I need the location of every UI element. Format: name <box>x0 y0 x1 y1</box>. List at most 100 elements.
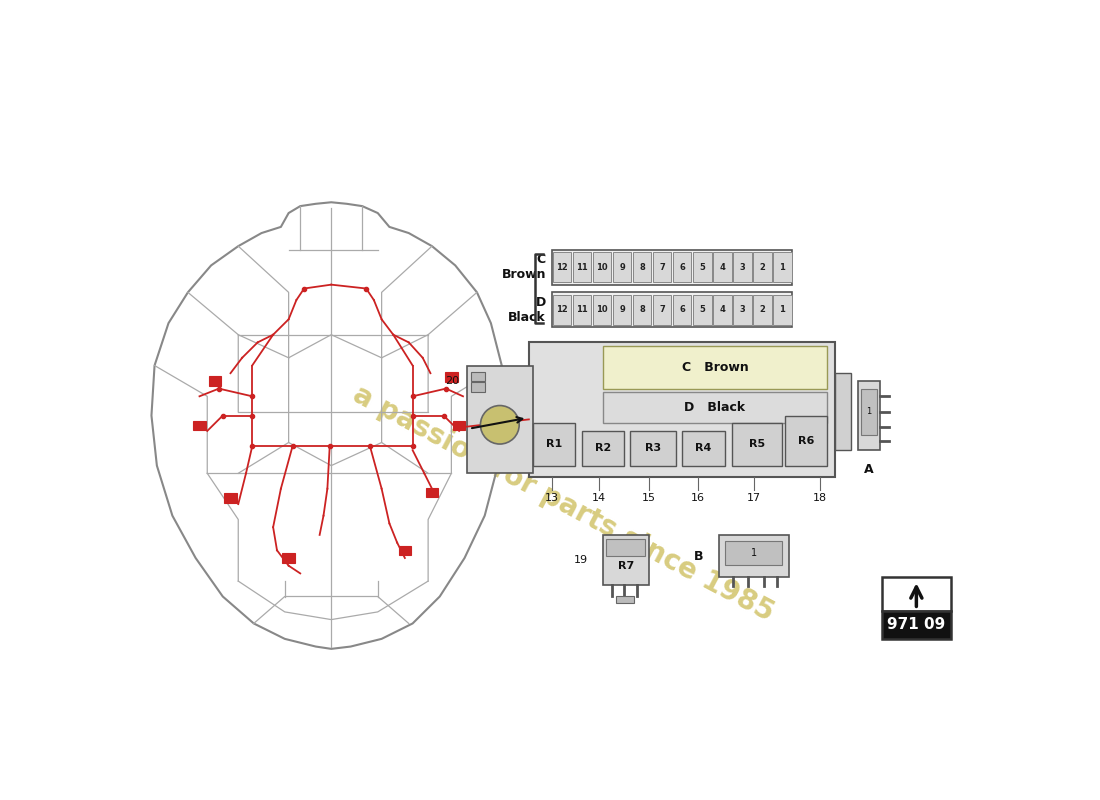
Bar <box>629 431 676 466</box>
Text: 7: 7 <box>659 305 666 314</box>
Text: 9: 9 <box>619 305 625 314</box>
Bar <box>693 252 712 282</box>
Text: 1: 1 <box>780 305 785 314</box>
Bar <box>773 294 792 325</box>
Text: 4: 4 <box>719 263 725 272</box>
Circle shape <box>481 406 519 444</box>
Text: R5: R5 <box>749 439 766 450</box>
Text: 8: 8 <box>639 263 645 272</box>
Bar <box>613 252 631 282</box>
Bar <box>733 252 751 282</box>
Bar <box>553 252 571 282</box>
Bar <box>573 252 592 282</box>
Bar <box>773 252 792 282</box>
Text: 7: 7 <box>659 263 666 272</box>
Bar <box>861 389 877 435</box>
Text: R6: R6 <box>798 435 814 446</box>
Bar <box>466 366 532 474</box>
Bar <box>426 488 438 497</box>
Bar <box>754 252 771 282</box>
Bar <box>632 294 651 325</box>
Text: R7: R7 <box>617 561 634 571</box>
Bar <box>881 578 952 611</box>
Bar <box>224 494 236 502</box>
Text: 9: 9 <box>619 263 625 272</box>
Bar <box>673 294 692 325</box>
Text: 11: 11 <box>576 263 588 272</box>
Text: 6: 6 <box>680 305 685 314</box>
Bar <box>582 431 624 466</box>
Bar <box>603 346 827 389</box>
Bar <box>725 541 782 565</box>
Bar <box>553 294 571 325</box>
Bar <box>471 382 485 392</box>
Text: 3: 3 <box>739 305 745 314</box>
Text: 1: 1 <box>780 263 785 272</box>
Text: 1: 1 <box>750 548 757 558</box>
Bar <box>529 342 835 477</box>
Bar <box>754 294 771 325</box>
Bar <box>835 373 850 450</box>
Bar <box>653 252 671 282</box>
Bar <box>593 252 612 282</box>
Text: 20: 20 <box>446 376 459 386</box>
Text: 5: 5 <box>700 305 705 314</box>
Bar <box>593 294 612 325</box>
Text: 4: 4 <box>719 305 725 314</box>
Text: 971 09: 971 09 <box>888 618 946 633</box>
Text: 10: 10 <box>596 305 608 314</box>
Text: C   Brown: C Brown <box>682 361 748 374</box>
Bar <box>613 294 631 325</box>
Bar <box>532 423 575 466</box>
Text: R3: R3 <box>645 443 661 454</box>
Bar <box>718 535 789 578</box>
Text: 6: 6 <box>680 263 685 272</box>
Bar <box>858 381 880 450</box>
Text: 5: 5 <box>700 263 705 272</box>
Bar <box>632 252 651 282</box>
Text: 15: 15 <box>642 493 656 502</box>
Text: 16: 16 <box>691 493 705 502</box>
Bar <box>732 423 782 466</box>
Text: 19: 19 <box>574 555 587 565</box>
Bar <box>682 431 725 466</box>
Text: 10: 10 <box>596 263 608 272</box>
Bar <box>733 294 751 325</box>
Bar <box>881 611 952 639</box>
Bar <box>606 538 645 556</box>
Bar <box>713 252 732 282</box>
Text: 1: 1 <box>867 407 871 416</box>
Text: R2: R2 <box>595 443 610 454</box>
Bar <box>603 535 649 585</box>
Bar <box>713 294 732 325</box>
Bar <box>471 372 485 381</box>
Text: 8: 8 <box>639 305 645 314</box>
Bar <box>673 252 692 282</box>
Text: C
Brown: C Brown <box>502 254 546 282</box>
Text: B: B <box>694 550 703 562</box>
Text: 12: 12 <box>557 263 568 272</box>
Text: a passion for parts since 1985: a passion for parts since 1985 <box>349 381 779 627</box>
Text: 2: 2 <box>759 263 766 272</box>
Bar <box>784 415 827 466</box>
Text: D   Black: D Black <box>684 402 746 414</box>
Text: 14: 14 <box>592 493 606 502</box>
Bar <box>446 373 458 382</box>
Text: R1: R1 <box>546 439 562 450</box>
Bar <box>552 292 792 327</box>
Bar <box>616 596 634 603</box>
Bar <box>653 294 671 325</box>
Bar <box>398 546 411 555</box>
Text: D
Black: D Black <box>508 296 546 324</box>
Bar <box>453 421 465 430</box>
Text: 3: 3 <box>739 263 745 272</box>
Bar <box>209 376 221 386</box>
Text: 18: 18 <box>813 493 826 502</box>
Text: 2: 2 <box>759 305 766 314</box>
Text: A: A <box>865 462 873 475</box>
Bar <box>573 294 592 325</box>
Text: 11: 11 <box>576 305 588 314</box>
Text: R4: R4 <box>695 443 712 454</box>
Bar <box>283 554 295 562</box>
Bar <box>603 393 827 423</box>
